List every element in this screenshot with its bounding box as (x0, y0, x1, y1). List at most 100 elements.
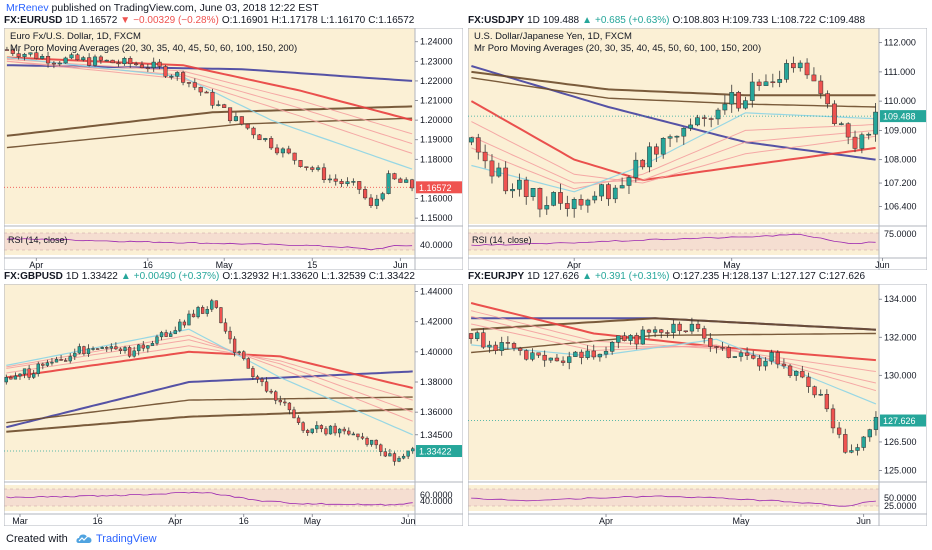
candle-body (830, 408, 836, 429)
candle (468, 332, 474, 344)
candle (777, 70, 783, 88)
candle (597, 353, 603, 362)
candle-body (219, 307, 223, 324)
chart-area[interactable]: 1.33422 1.44000 1.42000 1.40000 1.38000 1.360… (4, 284, 463, 526)
candle-body (155, 336, 159, 344)
candle (333, 423, 337, 436)
candle-body (749, 81, 755, 101)
candle (640, 326, 645, 345)
rsi-band (468, 489, 879, 506)
time-tick-label: May (723, 260, 741, 270)
candle (304, 166, 309, 171)
candle-body (800, 370, 805, 378)
rsi-band (468, 233, 879, 250)
last-price-tag (880, 110, 926, 123)
rsi-tick-label: 75.0000 (884, 229, 917, 239)
candle (769, 349, 774, 365)
candle-body (137, 344, 141, 352)
chart-panel-usdjpy[interactable]: FX:USDJPY 1D 109.488 ▲ +0.685 (+0.63%) O:108.… (468, 14, 927, 270)
rsi-tick-label: 60.0000 (420, 490, 453, 500)
symbol-name[interactable]: FX:GBPUSD (4, 271, 63, 282)
candle (386, 170, 391, 195)
moving-average-4 (471, 121, 876, 184)
chart-panel-eurjpy[interactable]: FX:EURJPY 1D 127.626 ▲ +0.391 (+0.31%) O:127.… (468, 270, 927, 526)
candle-body (369, 439, 374, 445)
chart-area[interactable]: 127.626 134.000 132.000 130.000 126.500 125.0… (468, 284, 927, 526)
candle (200, 305, 205, 314)
open-value: O:1.16901 (221, 15, 269, 26)
candle (536, 352, 541, 359)
candle-body (567, 356, 572, 363)
moving-average-2 (471, 77, 876, 108)
price-tick-label: 109.000 (884, 125, 917, 135)
candle (145, 63, 150, 72)
moving-average-4 (6, 345, 413, 401)
candle-body (109, 346, 113, 349)
candle (280, 147, 285, 158)
candle (57, 61, 62, 67)
change: +0.685 (+0.63%) (594, 15, 670, 26)
candle (873, 103, 878, 142)
candle (98, 54, 103, 64)
candle (861, 436, 866, 451)
candle (327, 174, 332, 183)
change-arrow-up-icon: ▲ (120, 271, 131, 282)
chart-background (468, 28, 879, 224)
candle (681, 127, 687, 145)
moving-average-6 (470, 323, 877, 392)
candle (41, 362, 45, 370)
candle (599, 183, 604, 201)
moving-average-2 (6, 396, 413, 424)
price-tick-label: 106.400 (884, 201, 917, 211)
footer: Created with TradingView (0, 530, 932, 550)
chart-panel-gbpusd[interactable]: FX:GBPUSD 1D 1.33422 ▲ +0.00490 (+0.37%) O:1.… (4, 270, 463, 526)
chart-panel-eurusd[interactable]: FX:EURUSD 1D 1.16572 ▼ −0.00329 (−0.28%) O:1.… (4, 14, 463, 270)
candle-body (861, 436, 866, 448)
symbol-name[interactable]: FX:EURJPY (468, 271, 525, 282)
open-value: O:1.32932 (222, 271, 270, 282)
candle-body (128, 58, 133, 65)
candle-body (245, 123, 250, 129)
candle (619, 177, 625, 189)
symbol-name[interactable]: FX:EURUSD (4, 15, 63, 26)
candle (223, 318, 228, 334)
last-price: 109.488 (542, 15, 580, 26)
rsi-tick-label: 50.0000 (884, 493, 917, 503)
candle-body (105, 347, 109, 349)
candle-body (45, 55, 51, 64)
candle (397, 456, 401, 463)
candle (736, 90, 741, 112)
price-tick-label: 112.000 (884, 38, 916, 48)
author-link[interactable]: MrRenev (6, 2, 49, 14)
chart-area[interactable]: 1.16572 1.24000 1.23000 1.22000 1.21000 1.200… (4, 28, 463, 270)
time-tick-label: Apr (599, 516, 613, 526)
candle-body (251, 368, 255, 378)
chart-area[interactable]: 109.488 112.000 111.000 110.000 109.000 108.0… (468, 28, 927, 270)
candle (866, 132, 872, 140)
moving-average-0 (471, 65, 876, 161)
candle-body (324, 428, 328, 435)
candle (714, 345, 719, 354)
candle-body (173, 330, 177, 335)
moving-average-6 (471, 124, 876, 190)
candle (356, 433, 360, 441)
candle-body (824, 393, 830, 410)
candle-body (732, 356, 737, 358)
candle-body (315, 425, 319, 430)
candle (855, 443, 860, 456)
candle-body (612, 187, 618, 200)
candle (232, 336, 237, 357)
close-value: C:1.33422 (368, 271, 415, 282)
rsi-label: RSI (14, close) (472, 235, 532, 245)
candle-body (818, 80, 824, 94)
candle (524, 349, 529, 361)
candle (286, 145, 291, 155)
candle-body (360, 436, 365, 439)
symbol-name[interactable]: FX:USDJPY (468, 15, 525, 26)
tradingview-brand[interactable]: TradingView (96, 533, 157, 545)
candle-body (404, 179, 409, 183)
candle (695, 319, 701, 332)
candle-body (32, 373, 36, 378)
symbol-header: FX:EURUSD 1D 1.16572 ▼ −0.00329 (−0.28%) O:1.… (4, 14, 463, 28)
candle (763, 357, 768, 371)
